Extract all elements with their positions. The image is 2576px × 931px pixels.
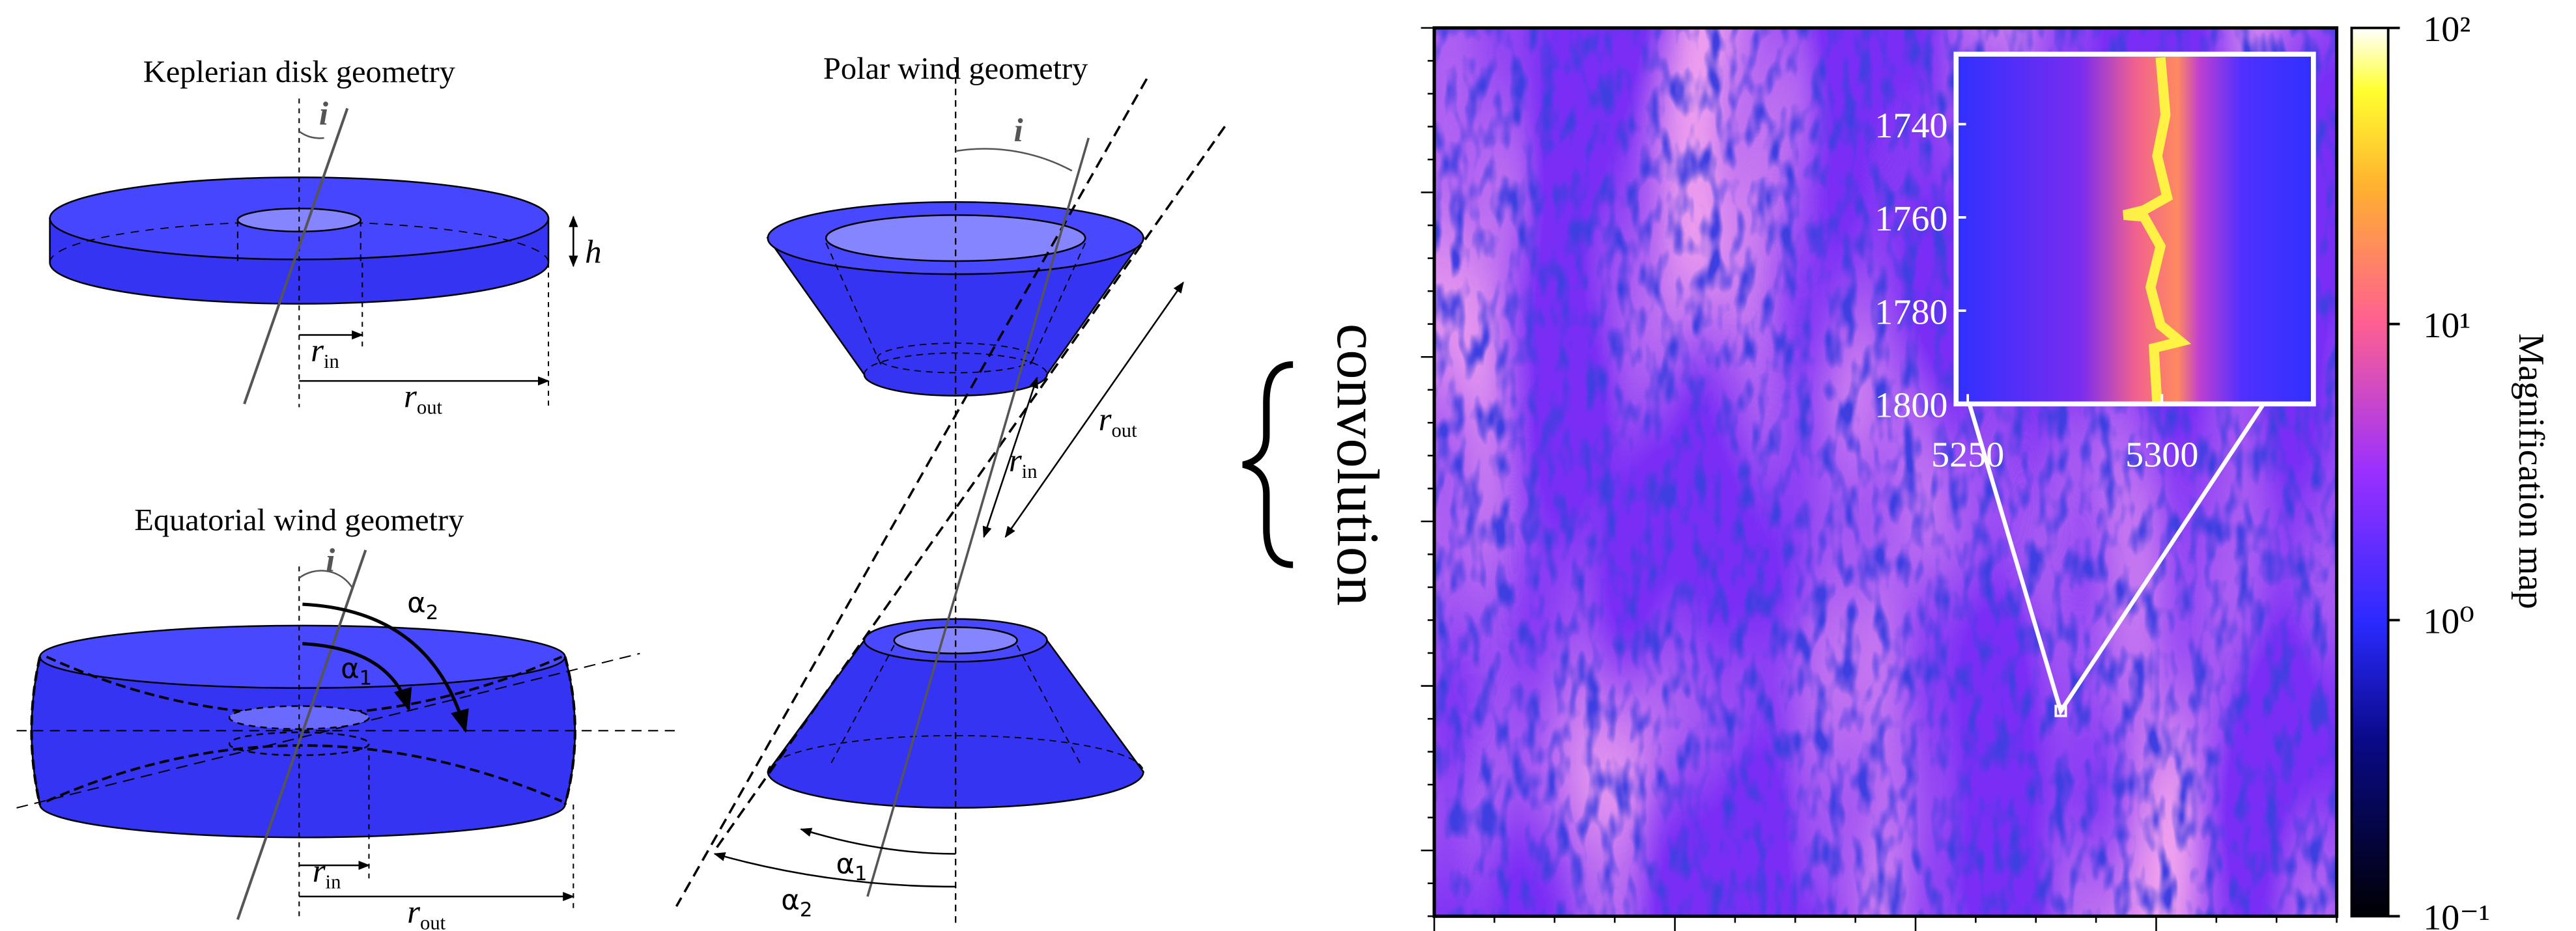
y-tick-label: 1800 xyxy=(1875,385,1947,426)
label: rout xyxy=(1099,401,1138,441)
inset-axes: 1740 1760 1780 1800 5250 5300 xyxy=(1875,105,2198,475)
keplerian-disk: Keplerian disk geometry i h rin rout xyxy=(49,55,602,419)
label-part: α xyxy=(407,587,426,620)
equatorial-wind: Equatorial wind geometry i α2 α1 rin rou… xyxy=(16,503,682,931)
y-tick-label: 1780 xyxy=(1875,292,1947,333)
shape xyxy=(767,734,1144,772)
label: rin xyxy=(1009,442,1038,482)
label-part: r xyxy=(311,332,324,368)
label: rin xyxy=(311,332,339,372)
label-part: r xyxy=(1009,442,1022,479)
line xyxy=(16,652,640,809)
magnification-map: 1740 1760 1780 1800 5250 5300 xyxy=(1421,26,2339,931)
colorbar-tick-label: 10⁻¹ xyxy=(2423,898,2490,931)
colorbar-tick-label: 10² xyxy=(2423,9,2470,49)
rect xyxy=(1956,54,2314,404)
label: α1 xyxy=(341,653,372,690)
line xyxy=(866,137,1090,897)
shape xyxy=(1967,402,2265,716)
label: h xyxy=(585,234,602,270)
label: rout xyxy=(404,378,443,419)
label-part: α xyxy=(341,653,360,686)
label-part: 1 xyxy=(855,863,867,885)
label-part: α xyxy=(836,848,855,881)
rect xyxy=(2350,26,2390,918)
label-part: in xyxy=(324,350,339,372)
y-tick-label: 1760 xyxy=(1875,199,1947,239)
colorbar-tick-label: 10⁰ xyxy=(2423,602,2474,642)
shape xyxy=(302,602,469,733)
operator-label: convolution xyxy=(1325,324,1391,606)
line xyxy=(236,549,367,920)
label-part: in xyxy=(326,871,341,893)
label: rout xyxy=(407,894,446,931)
label: i xyxy=(1013,112,1023,148)
label-part: r xyxy=(313,853,326,889)
colorbar: Magnification map 10² 10¹ 10⁰ 10⁻¹ xyxy=(2350,9,2552,931)
shape xyxy=(2123,57,2192,404)
colorbar-label: Magnification map xyxy=(2511,333,2551,609)
x-tick-label: 5300 xyxy=(2125,435,2198,475)
label: α2 xyxy=(781,884,812,921)
panel-title: Equatorial wind geometry xyxy=(134,503,464,538)
line xyxy=(675,78,1148,908)
label: α2 xyxy=(407,587,438,624)
shape xyxy=(800,827,956,855)
shape xyxy=(1242,361,1294,568)
line xyxy=(243,107,349,405)
label: i xyxy=(326,542,335,579)
shape xyxy=(236,219,361,263)
colorbar-tick-label: 10¹ xyxy=(2423,305,2470,346)
rect xyxy=(1953,51,2316,407)
label-part: r xyxy=(1099,401,1112,438)
shape xyxy=(298,570,354,589)
rect xyxy=(1432,26,2339,918)
line xyxy=(1004,281,1184,538)
rect xyxy=(2054,704,2067,717)
shape xyxy=(302,642,412,712)
shape xyxy=(46,744,563,803)
y-tick-label: 1740 xyxy=(1875,105,1947,146)
polar-wind: Polar wind geometry i rin rout α1 α2 xyxy=(675,51,1226,923)
label-part: 1 xyxy=(360,667,372,690)
label-part: r xyxy=(404,378,417,415)
label: i xyxy=(319,96,328,132)
shape xyxy=(955,148,1073,172)
x-tick-label: 5250 xyxy=(1931,435,2004,475)
shape xyxy=(298,130,324,139)
label-part: out xyxy=(417,396,443,419)
axis-ticks xyxy=(1421,27,2338,931)
label-part: 2 xyxy=(800,898,812,921)
shape xyxy=(713,852,956,888)
convolution: convolution xyxy=(1242,324,1391,606)
label-part: 2 xyxy=(426,602,438,624)
label-part: out xyxy=(1111,419,1137,441)
label-part: out xyxy=(420,912,446,931)
label-part: α xyxy=(781,884,800,917)
line xyxy=(713,126,1226,852)
panel-title: Keplerian disk geometry xyxy=(143,55,455,89)
ellipse xyxy=(38,624,566,689)
label: rin xyxy=(313,853,341,893)
label-part: r xyxy=(407,894,420,930)
shape xyxy=(31,656,576,839)
label-part: in xyxy=(1022,460,1038,482)
label: α1 xyxy=(836,848,867,885)
